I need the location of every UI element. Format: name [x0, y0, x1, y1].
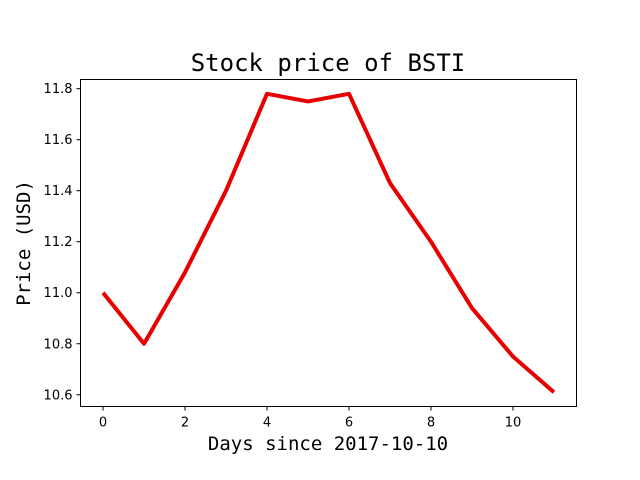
- y-tick-label: 11.4: [44, 184, 73, 199]
- y-tick-label: 10.8: [44, 337, 73, 352]
- y-tick-label: 11.0: [44, 286, 73, 301]
- x-tick-label: 2: [181, 416, 189, 431]
- x-tick-label: 4: [263, 416, 271, 431]
- y-tick-label: 11.2: [44, 235, 73, 250]
- x-tick-label: 6: [345, 416, 353, 431]
- y-axis: 10.6 10.8 11.0 11.2 11.4 11.6 11.8: [44, 82, 81, 403]
- plot-frame: [80, 79, 577, 407]
- chart-title: Stock price of BSTI: [191, 49, 466, 77]
- y-tick-label: 11.8: [44, 82, 73, 97]
- y-tick-label: 11.6: [44, 133, 73, 148]
- x-axis-label: Days since 2017-10-10: [208, 433, 448, 455]
- series-line-0: [101, 91, 556, 394]
- x-axis: 0 2 4 6 8 10: [99, 406, 522, 431]
- y-axis-label: Price (USD): [13, 180, 35, 306]
- y-tick-label: 10.6: [44, 388, 73, 403]
- plot-area: [101, 91, 556, 394]
- x-tick-label: 10: [505, 416, 522, 431]
- x-tick-label: 8: [427, 416, 435, 431]
- x-tick-label: 0: [99, 416, 107, 431]
